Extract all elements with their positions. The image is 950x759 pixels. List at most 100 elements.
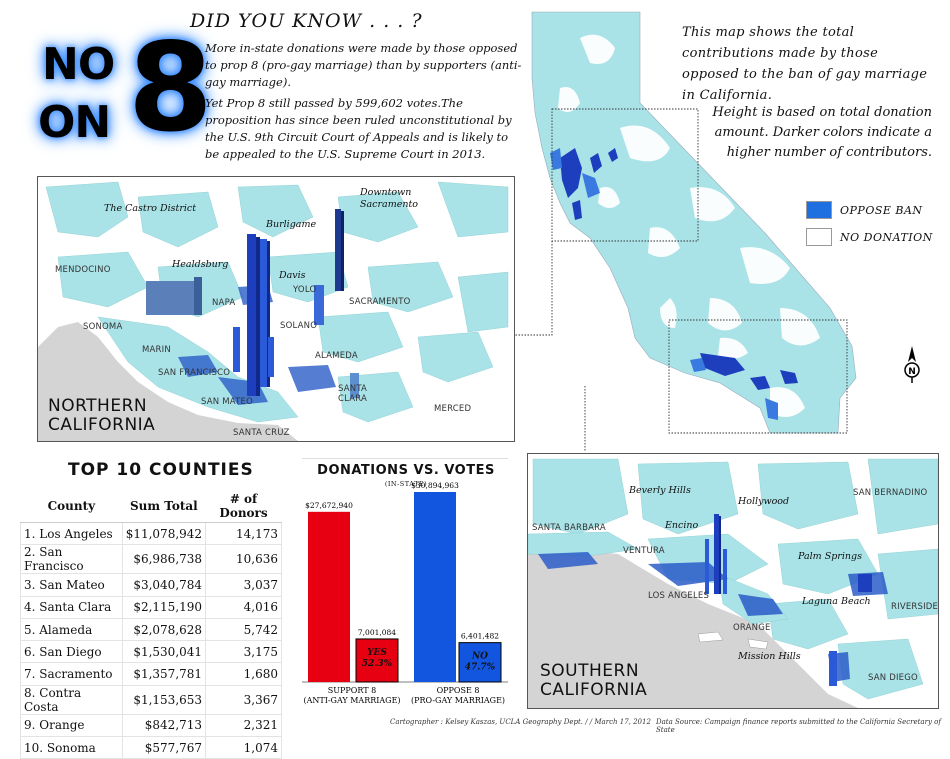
logo-on: ON — [38, 97, 111, 148]
california-map — [531, 11, 857, 434]
top-10-counties-table: County Sum Total # of Donors 1. Los Ange… — [20, 490, 282, 759]
county-label: SANTA BARBARA — [532, 523, 606, 533]
county-label: LOS ANGELES — [648, 591, 710, 601]
city-label: Hollywood — [738, 496, 790, 507]
sum-total-cell: $11,078,942 — [122, 522, 207, 546]
county-cell: 4. Santa Clara — [20, 596, 123, 619]
category-sublabel: (PRO-GAY MARRIAGE) — [411, 696, 505, 705]
vote-result-label: YES — [367, 648, 387, 658]
category-sublabel: (ANTI-GAY MARRIAGE) — [303, 696, 400, 705]
did-you-know-heading: DID YOU KNOW . . . ? — [190, 10, 423, 32]
table-header: County — [20, 490, 123, 523]
county-label: NAPA — [212, 298, 236, 308]
vote-percent-label: 47.7% — [465, 663, 496, 673]
map-description: This map shows the total contributions m… — [682, 25, 928, 103]
sum-total-cell: $1,357,781 — [122, 662, 207, 686]
donors-cell: 14,173 — [205, 522, 282, 546]
donors-cell: 2,321 — [205, 714, 282, 738]
county-label: MARIN — [142, 345, 171, 355]
vote-result-label: NO — [471, 652, 488, 662]
table-header: Sum Total — [122, 490, 206, 523]
did-you-know-paragraph-1: More in-state donations were made by tho… — [205, 41, 522, 89]
donors-cell: 10,636 — [205, 544, 282, 575]
donors-cell: 1,074 — [205, 736, 282, 759]
northern-california-title: NORTHERN CALIFORNIA — [48, 396, 156, 435]
county-label: SAN DIEGO — [868, 673, 918, 683]
county-cell: 5. Alameda — [20, 618, 123, 642]
county-label: SAN BERNADINO — [853, 488, 928, 498]
southern-map-graphic — [528, 454, 938, 708]
table-row: 1. Los Angeles $11,078,942 14,173 — [20, 522, 282, 546]
county-cell: 3. San Mateo — [20, 573, 123, 597]
data-source: Data Source: Campaign finance reports su… — [656, 718, 941, 734]
donation-bar — [308, 511, 350, 682]
donation-bar — [414, 492, 456, 682]
vote-percent-label: 52.3% — [362, 659, 393, 669]
table-row: 9. Orange $842,713 2,321 — [20, 714, 282, 738]
logo-eight: 8 — [128, 17, 213, 159]
bar-chart-title: DONATIONS VS. VOTES — [317, 463, 495, 478]
legend-swatch-no-donation — [806, 228, 832, 246]
county-label: MERCED — [434, 404, 472, 414]
height-description: Height is based on total donation amount… — [712, 105, 932, 160]
sum-total-cell: $6,986,738 — [122, 544, 207, 575]
sum-total-cell: $2,115,190 — [122, 596, 207, 619]
svg-text:N: N — [908, 367, 916, 377]
county-label: SANTA CLARA — [338, 384, 368, 404]
city-label: Downtown — [360, 187, 412, 198]
county-label: SAN FRANCISCO — [158, 368, 231, 378]
city-label: Mission Hills — [738, 651, 801, 662]
table-row: 4. Santa Clara $2,115,190 4,016 — [20, 596, 282, 619]
county-label: YOLO — [293, 285, 317, 295]
category-label: SUPPORT 8 — [328, 686, 376, 695]
county-label: SONOMA — [83, 322, 123, 332]
donation-value-label: $30,894,963 — [411, 481, 459, 490]
table-row: 7. Sacramento $1,357,781 1,680 — [20, 662, 282, 686]
city-label: Sacramento — [360, 199, 418, 210]
county-cell: 1. Los Angeles — [20, 522, 123, 546]
sum-total-cell: $1,153,653 — [122, 685, 207, 715]
donors-cell: 5,742 — [205, 618, 282, 642]
sum-total-cell: $3,040,784 — [122, 573, 207, 597]
callout-leader-lines — [514, 241, 586, 452]
table-row: 6. San Diego $1,530,041 3,175 — [20, 640, 282, 664]
southern-california-title: SOUTHERN CALIFORNIA — [540, 661, 648, 700]
bar-chart-subtitle: (IN-STATE) — [384, 480, 428, 488]
sum-total-cell: $577,767 — [122, 736, 207, 759]
city-label: Palm Springs — [798, 551, 862, 562]
table-row: 3. San Mateo $3,040,784 3,037 — [20, 573, 282, 597]
city-label: The Castro District — [104, 203, 197, 214]
county-cell: 7. Sacramento — [20, 662, 123, 686]
southern-california-map: SAN BERNADINO SANTA BARBARA VENTURA LOS … — [527, 453, 939, 709]
county-cell: 9. Orange — [20, 714, 123, 738]
sum-total-cell: $842,713 — [122, 714, 207, 738]
donors-cell: 1,680 — [205, 662, 282, 686]
votes-value-label: 7,001,084 — [358, 628, 396, 637]
city-label: Healdsburg — [172, 259, 229, 270]
votes-bar — [355, 638, 399, 683]
donation-value-label: $27,672,940 — [305, 501, 353, 510]
county-label: ALAMEDA — [315, 351, 358, 361]
city-label: Laguna Beach — [802, 596, 871, 607]
legend-swatch-oppose — [806, 201, 832, 219]
county-label: SAN MATEO — [201, 397, 253, 407]
northern-california-map: MENDOCINO YOLO SACRAMENTO NAPA SOLANO SO… — [37, 176, 515, 442]
did-you-know-paragraph-2: Yet Prop 8 still passed by 599,602 votes… — [205, 96, 512, 161]
table-row: 5. Alameda $2,078,628 5,742 — [20, 618, 282, 642]
city-label: Burligame — [266, 219, 317, 230]
table-row: 2. San Francisco $6,986,738 10,636 — [20, 544, 282, 575]
sum-total-cell: $1,530,041 — [122, 640, 207, 664]
county-label: MENDOCINO — [55, 265, 111, 275]
north-arrow-icon: N — [904, 346, 920, 383]
county-cell: 8. Contra Costa — [20, 685, 123, 715]
city-label: Davis — [279, 270, 306, 281]
county-label: SACRAMENTO — [349, 297, 411, 307]
northern-map-graphic — [38, 177, 514, 441]
city-label: Encino — [665, 520, 699, 531]
table-header: # of Donors — [205, 490, 282, 523]
table-row: 10. Sonoma $577,767 1,074 — [20, 736, 282, 759]
top-10-counties-title: TOP 10 COUNTIES — [68, 460, 254, 480]
city-label: Beverly Hills — [629, 485, 691, 496]
county-label: SOLANO — [280, 321, 318, 331]
sum-total-cell: $2,078,628 — [122, 618, 207, 642]
